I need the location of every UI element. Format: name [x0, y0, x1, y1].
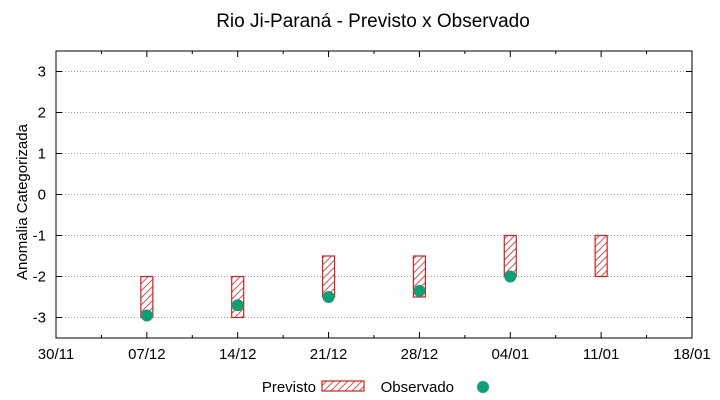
y-tick-label: 2 — [38, 105, 46, 122]
x-tick-label: 30/11 — [38, 346, 74, 363]
legend-previsto-label: Previsto — [262, 379, 316, 396]
y-tick-label: -3 — [33, 310, 46, 327]
legend-observado-marker — [477, 381, 489, 393]
observed-point — [413, 284, 426, 297]
forecast-bar — [231, 275, 245, 319]
x-tick-label: 11/01 — [583, 346, 619, 363]
forecast-bar — [321, 255, 336, 298]
legend-observado-label: Observado — [381, 379, 454, 396]
observed-points — [140, 270, 517, 322]
y-tick-label: -1 — [33, 228, 46, 245]
x-tick-label: 21/12 — [310, 346, 348, 363]
x-tick-label: 28/12 — [401, 346, 439, 363]
observed-point — [504, 270, 517, 283]
y-tick-label: 1 — [38, 146, 46, 163]
legend: Previsto Observado — [262, 379, 489, 396]
legend-previsto-swatch — [321, 380, 365, 392]
observed-point — [322, 291, 335, 303]
observed-point — [231, 299, 244, 312]
x-tick-label: 07/12 — [128, 346, 166, 363]
x-tick-label: 14/12 — [219, 346, 257, 363]
axes-layer — [55, 50, 693, 339]
tick-labels: 3 2 1 0 -1 -2 -3 30/11 07/12 14/12 21/12 28/12 04/01… — [33, 64, 711, 364]
y-tick-label: 0 — [38, 187, 46, 204]
observed-point — [140, 309, 153, 322]
grid-layer — [56, 71, 692, 318]
x-tick-label: 04/01 — [492, 346, 530, 363]
chart-title: Rio Ji-Paraná - Previsto x Observado — [216, 11, 530, 32]
y-tick-label: -2 — [33, 269, 46, 286]
forecast-bar — [594, 234, 608, 278]
forecast-bar — [503, 234, 517, 278]
y-tick-label: 3 — [38, 64, 46, 81]
y-axis-label: Anomalia Categorizada — [14, 123, 31, 280]
x-tick-label: 18/01 — [673, 346, 711, 363]
